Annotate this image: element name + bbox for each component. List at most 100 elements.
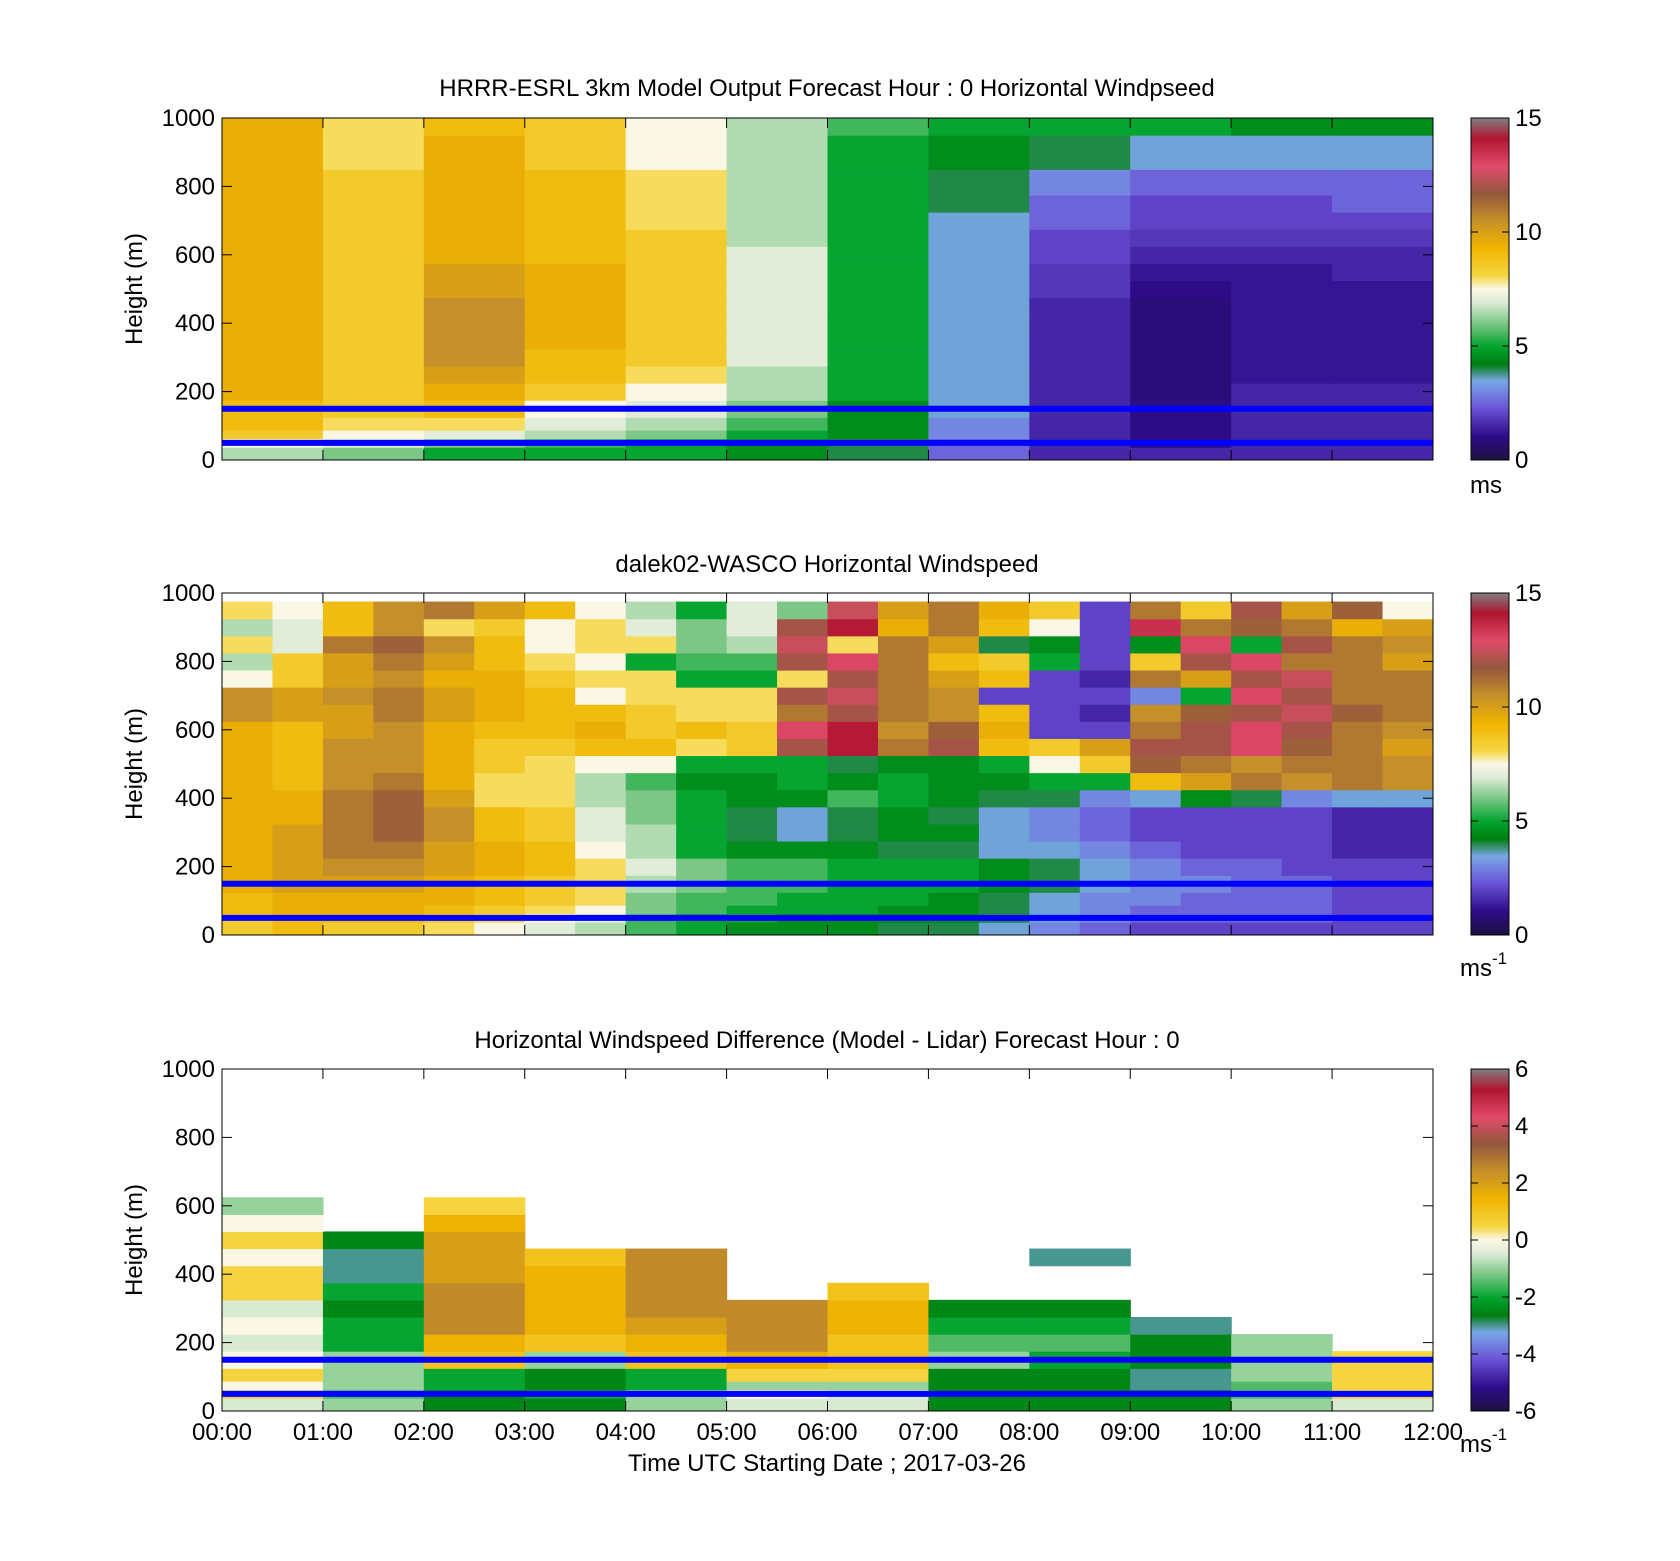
heatmap-cell bbox=[524, 194, 627, 213]
heatmap-cell bbox=[524, 652, 576, 671]
heatmap-cell bbox=[524, 789, 576, 808]
heatmap-cell bbox=[423, 169, 526, 196]
heatmap-cell bbox=[423, 331, 526, 350]
heatmap-cell bbox=[877, 823, 930, 842]
heatmap-cell bbox=[474, 823, 526, 842]
heatmap-cell bbox=[524, 1381, 627, 1391]
heatmap-cell bbox=[272, 858, 324, 876]
heatmap-cell bbox=[1079, 755, 1131, 774]
heatmap-cell bbox=[625, 447, 728, 460]
heatmap-cell bbox=[625, 263, 728, 282]
heatmap-cell bbox=[222, 789, 274, 808]
heatmap-cell bbox=[222, 652, 274, 671]
heatmap-cell bbox=[827, 823, 879, 842]
heatmap-cell bbox=[575, 652, 627, 671]
heatmap-cell bbox=[625, 858, 677, 876]
heatmap-cell bbox=[1231, 601, 1283, 620]
heatmap-cell bbox=[474, 704, 526, 722]
heatmap-cell bbox=[1029, 1316, 1131, 1335]
heatmap-cell bbox=[1180, 858, 1232, 876]
heatmap-cell bbox=[877, 858, 930, 876]
heatmap-cell bbox=[625, 365, 728, 384]
heatmap-cell bbox=[1231, 229, 1333, 247]
heatmap-cell bbox=[322, 652, 374, 671]
heatmap-cell bbox=[322, 1398, 425, 1411]
heatmap-cell bbox=[625, 1381, 728, 1391]
heatmap-cell bbox=[524, 704, 576, 722]
heatmap-cell bbox=[827, 280, 930, 299]
heatmap-cell bbox=[877, 669, 930, 688]
heatmap-cell bbox=[474, 755, 526, 774]
heatmap-cell bbox=[524, 212, 627, 230]
heatmap-cell bbox=[625, 892, 677, 906]
heatmap-cell bbox=[1130, 1368, 1232, 1382]
heatmap-cell bbox=[928, 297, 1030, 316]
heatmap-cell bbox=[777, 601, 829, 620]
heatmap-cell bbox=[1130, 789, 1182, 808]
heatmap-cell bbox=[827, 858, 879, 876]
heatmap-cell bbox=[1231, 246, 1333, 264]
heatmap-cell bbox=[1231, 652, 1283, 671]
heatmap-cell bbox=[1130, 618, 1182, 637]
colorbar-tick-label: 2 bbox=[1515, 1170, 1528, 1197]
heatmap-cell bbox=[1029, 263, 1131, 282]
heatmap-cell bbox=[1281, 755, 1333, 774]
heatmap-cell bbox=[423, 618, 475, 637]
heatmap-cell bbox=[322, 905, 374, 915]
heatmap-cell bbox=[726, 1381, 829, 1391]
heatmap-cell bbox=[222, 1299, 324, 1318]
heatmap-cell bbox=[827, 635, 879, 654]
heatmap-cell bbox=[726, 618, 778, 637]
heatmap-cell bbox=[272, 755, 324, 774]
heatmap-cell bbox=[1029, 246, 1131, 264]
heatmap-cell bbox=[1281, 789, 1333, 808]
y-tick-label: 800 bbox=[175, 648, 215, 675]
heatmap-cell bbox=[1332, 169, 1433, 196]
heatmap-cell bbox=[423, 669, 475, 688]
heatmap-cell bbox=[726, 383, 829, 401]
heatmap-cell bbox=[1382, 772, 1433, 791]
colorbar-unit-base: ms bbox=[1460, 955, 1492, 982]
colorbar-unit-base: ms bbox=[1470, 472, 1502, 499]
heatmap-cell bbox=[625, 1282, 728, 1301]
heatmap-cell bbox=[423, 1197, 526, 1215]
heatmap-cell bbox=[726, 194, 829, 213]
heatmap-cell bbox=[373, 840, 425, 859]
heatmap-cell bbox=[373, 823, 425, 842]
heatmap-cell bbox=[1332, 297, 1433, 316]
heatmap-cell bbox=[222, 721, 274, 739]
heatmap-cell bbox=[1029, 194, 1131, 213]
heatmap-cell bbox=[777, 806, 829, 825]
heatmap-cell bbox=[1029, 806, 1081, 825]
heatmap-cell bbox=[575, 789, 627, 808]
heatmap-cell bbox=[726, 229, 829, 247]
heatmap-cell bbox=[423, 905, 475, 915]
heatmap-cell bbox=[827, 314, 930, 333]
heatmap-cell bbox=[1029, 297, 1131, 316]
heatmap-cell bbox=[928, 858, 980, 876]
heatmap-cell bbox=[676, 669, 728, 688]
heatmap-cell bbox=[676, 922, 728, 935]
heatmap-cell bbox=[1029, 1248, 1131, 1267]
heatmap-cell bbox=[322, 417, 425, 431]
heatmap-cell bbox=[373, 721, 425, 739]
heatmap-cell bbox=[1332, 430, 1433, 440]
heatmap-cell bbox=[524, 823, 576, 842]
heatmap-cell bbox=[222, 365, 324, 384]
heatmap-cell bbox=[222, 135, 324, 170]
heatmap-cell bbox=[524, 905, 576, 915]
heatmap-cell bbox=[877, 635, 930, 654]
heatmap-cell bbox=[222, 447, 324, 460]
heatmap-cell bbox=[575, 738, 627, 757]
heatmap-cell bbox=[928, 447, 1030, 460]
colorbar-unit: ms-1 bbox=[1460, 949, 1507, 982]
heatmap-cell bbox=[827, 1316, 930, 1335]
heatmap-cell bbox=[1382, 806, 1433, 825]
heatmap-cell bbox=[1029, 772, 1081, 791]
heatmap-cell bbox=[676, 840, 728, 859]
heatmap-cell bbox=[978, 755, 1030, 774]
heatmap-cell bbox=[625, 772, 677, 791]
heatmap-cell bbox=[827, 704, 879, 722]
heatmap-cell bbox=[222, 194, 324, 213]
heatmap-cell bbox=[423, 365, 526, 384]
